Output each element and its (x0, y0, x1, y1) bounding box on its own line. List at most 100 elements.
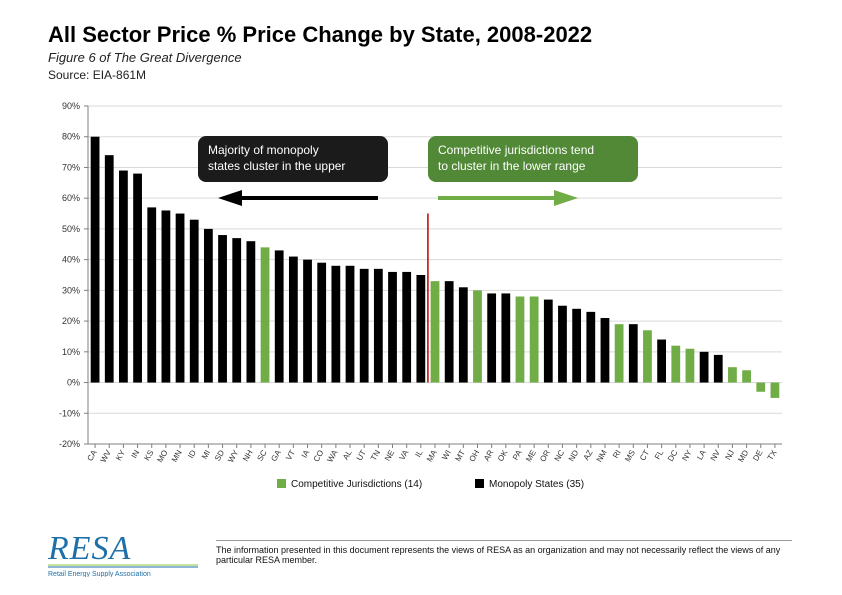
bar-PA (516, 297, 525, 383)
xtick-label: WV (99, 448, 114, 464)
xtick-label: GA (269, 448, 283, 463)
bar-GA (275, 250, 284, 382)
page-source: Source: EIA-861M (48, 68, 146, 82)
xtick-label: AL (341, 448, 354, 461)
xtick-label: OR (538, 448, 552, 463)
callout-right-text: Competitive jurisdictions tend (438, 143, 594, 157)
xtick-label: NM (595, 448, 609, 464)
chart-container: -20%-10%0%10%20%30%40%50%60%70%80%90%CAW… (48, 98, 792, 498)
xtick-label: IA (300, 448, 312, 460)
bar-MA (431, 281, 440, 382)
bar-TX (771, 383, 780, 398)
bar-NV (714, 355, 723, 383)
xtick-label: RI (611, 449, 623, 460)
bar-WI (445, 281, 454, 382)
disclaimer-text: The information presented in this docume… (216, 540, 792, 565)
bar-IN (133, 174, 142, 383)
xtick-label: MS (623, 449, 637, 464)
xtick-label: FL (653, 448, 666, 461)
ytick-label: -10% (59, 408, 80, 418)
callout-right-text: to cluster in the lower range (438, 159, 586, 173)
xtick-label: CO (312, 449, 326, 464)
ytick-label: 20% (62, 316, 80, 326)
resa-logo: RESA Retail Energy Supply Association (48, 527, 198, 577)
bar-ME (530, 297, 539, 383)
logo-subtitle: Retail Energy Supply Association (48, 571, 151, 577)
logo-text: RESA (48, 530, 131, 567)
callout-left-text: Majority of monopoly (208, 143, 319, 157)
page-subtitle: Figure 6 of The Great Divergence (48, 50, 242, 65)
xtick-label: KS (142, 449, 155, 463)
xtick-label: MD (736, 448, 750, 463)
arrow-left-head (218, 190, 242, 206)
ytick-label: 60% (62, 193, 80, 203)
bar-NY (686, 349, 695, 383)
bar-FL (657, 340, 666, 383)
bar-OK (501, 293, 510, 382)
bar-AR (487, 293, 496, 382)
bar-NJ (728, 367, 737, 382)
xtick-label: CA (85, 448, 99, 463)
xtick-label: DE (751, 449, 764, 463)
bar-KS (147, 207, 156, 382)
xtick-label: WI (440, 449, 453, 462)
bar-NM (601, 318, 610, 383)
bar-WV (105, 155, 114, 382)
bar-IL (416, 275, 425, 383)
xtick-label: NH (241, 448, 255, 463)
ytick-label: 80% (62, 132, 80, 142)
bar-CT (643, 330, 652, 382)
xtick-label: NC (553, 448, 567, 463)
xtick-label: ID (186, 448, 198, 460)
bar-OH (473, 290, 482, 382)
bar-SD (218, 235, 227, 382)
xtick-label: ND (567, 448, 581, 463)
bar-ID (190, 220, 199, 383)
bar-VT (289, 257, 298, 383)
resa-logo-svg: RESA Retail Energy Supply Association (48, 527, 198, 577)
footer: RESA Retail Energy Supply Association Th… (48, 527, 792, 577)
ytick-label: 50% (62, 224, 80, 234)
xtick-label: SD (213, 448, 226, 462)
xtick-label: MT (453, 448, 467, 463)
xtick-label: DC (666, 448, 680, 463)
ytick-label: -20% (59, 439, 80, 449)
bar-DE (756, 383, 765, 392)
xtick-label: UT (355, 448, 368, 462)
xtick-label: KY (114, 448, 127, 462)
xtick-label: LA (695, 448, 708, 462)
bar-ND (572, 309, 581, 383)
bar-NE (388, 272, 397, 383)
page-title: All Sector Price % Price Change by State… (48, 22, 592, 48)
bar-UT (360, 269, 369, 383)
xtick-label: PA (511, 448, 524, 462)
callout-left-text: states cluster in the upper (208, 159, 345, 173)
bar-MO (162, 210, 171, 382)
legend-swatch (277, 479, 286, 488)
bar-SC (261, 247, 270, 382)
xtick-label: TX (766, 448, 779, 462)
page: All Sector Price % Price Change by State… (0, 0, 842, 595)
ytick-label: 40% (62, 255, 80, 265)
arrow-right-head (554, 190, 578, 206)
xtick-label: TN (369, 448, 382, 462)
xtick-label: ME (524, 449, 538, 464)
xtick-label: AR (482, 448, 495, 462)
bar-MI (204, 229, 213, 383)
xtick-label: MO (155, 449, 169, 465)
xtick-label: MI (200, 449, 212, 461)
xtick-label: AZ (582, 448, 595, 461)
xtick-label: WY (226, 448, 241, 464)
bar-DC (671, 346, 680, 383)
xtick-label: NY (680, 448, 694, 463)
bar-IA (303, 260, 312, 383)
bar-RI (615, 324, 624, 382)
ytick-label: 0% (67, 378, 80, 388)
xtick-label: MN (170, 448, 184, 463)
bar-AZ (586, 312, 595, 383)
bar-NC (558, 306, 567, 383)
bar-CO (317, 263, 326, 383)
xtick-label: IN (130, 448, 142, 460)
xtick-label: IL (413, 448, 424, 459)
legend-swatch (475, 479, 484, 488)
